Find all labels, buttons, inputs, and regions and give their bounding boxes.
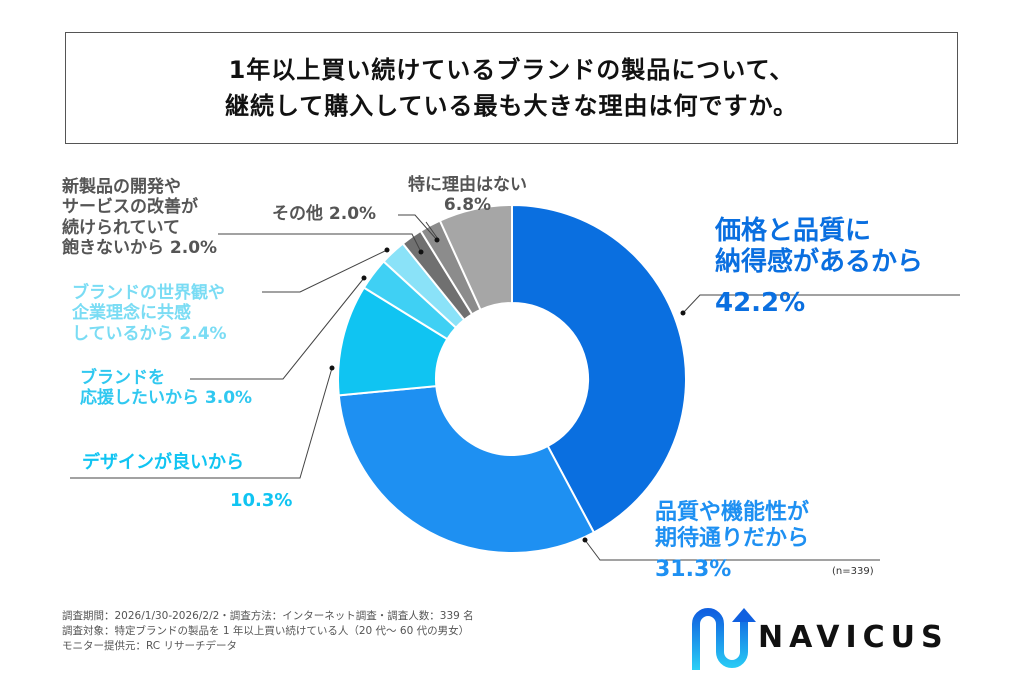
label-text: 品質や機能性が — [655, 500, 810, 525]
leader-line-price — [682, 294, 960, 314]
leader-line-newprod — [218, 233, 422, 253]
label-none: 特に理由はない 6.8% — [408, 175, 527, 216]
value-label: 42.2% — [715, 288, 806, 319]
title-line-2: 継続して購入している最も大きな理由は何ですか。 — [224, 92, 799, 120]
label-text: 期待通りだから — [655, 526, 810, 552]
value-label: 2.4% — [179, 323, 227, 344]
value-label: 6.8% — [443, 195, 492, 216]
navicus-logo-text: NAVICUS — [758, 620, 949, 655]
footnote-line: 調査対象：特定ブランドの製品を 1 年以上買い続けている人（20 代～ 60 代… — [62, 625, 470, 637]
label-text: 飽きないから — [62, 238, 164, 259]
label-text: 価格と品質に — [715, 216, 872, 246]
donut-slice — [511, 203, 687, 534]
sample-size: (n=339) — [832, 566, 874, 577]
leader-lines — [70, 214, 960, 561]
leader-line-quality — [584, 539, 880, 561]
leader-line-support — [190, 277, 365, 380]
label-text: ブランドの世界観や — [72, 283, 225, 303]
label-quality: 品質や機能性が 期待通りだから 31.3% — [655, 500, 809, 583]
label-text: ブランドを — [80, 368, 165, 388]
leader-dots — [329, 237, 686, 543]
label-text: 新製品の開発や — [62, 177, 181, 197]
title-box: 1年以上買い続けているブランドの製品について、 継続して購入している最も大きな理… — [65, 32, 958, 144]
value-label: 2.0% — [328, 204, 377, 224]
footnote-line: 調査期間：2026/1/30-2026/2/2・調査方法：インターネット調査・調… — [62, 610, 474, 622]
leader-line-none — [425, 221, 439, 240]
label-price: 価格と品質に 納得感があるから 42.2% — [715, 216, 923, 320]
donut-slice — [438, 203, 513, 312]
footnote: 調査期間：2026/1/30-2026/2/2・調査方法：インターネット調査・調… — [62, 609, 474, 654]
label-text: サービスの改善が — [62, 197, 198, 218]
value-label-design: 10.3% — [230, 490, 293, 511]
label-newprod: 新製品の開発や サービスの改善が 続けられていて 飽きないから 2.0% — [62, 177, 217, 259]
footnote-line: モニター提供元：RC リサーチデータ — [62, 640, 237, 652]
leader-line-other — [398, 214, 438, 241]
donut-slice — [337, 385, 596, 554]
value-label: 31.3% — [655, 556, 732, 582]
label-world: ブランドの世界観や 企業理念に共感 しているから 2.4% — [72, 283, 227, 344]
label-text: その他 — [272, 204, 323, 224]
label-text: 続けられていて — [62, 217, 180, 238]
leader-line-design — [70, 367, 333, 479]
label-support: ブランドを 応援したいから 3.0% — [80, 368, 252, 409]
label-text: 企業理念に共感 — [72, 303, 191, 324]
navicus-logo-icon — [692, 608, 756, 670]
leader-line-world — [262, 249, 388, 293]
title-line-1: 1年以上買い続けているブランドの製品について、 — [228, 56, 795, 84]
value-label: 2.0% — [169, 238, 218, 259]
label-other: その他 2.0% — [272, 204, 376, 224]
label-text: 特に理由はない — [408, 175, 527, 195]
value-label: 3.0% — [204, 388, 253, 409]
label-text: 応援したいから — [80, 388, 199, 409]
label-text: 納得感があるから — [715, 247, 924, 278]
label-design: デザインが良いから — [82, 452, 244, 473]
label-text: しているから — [72, 323, 174, 344]
